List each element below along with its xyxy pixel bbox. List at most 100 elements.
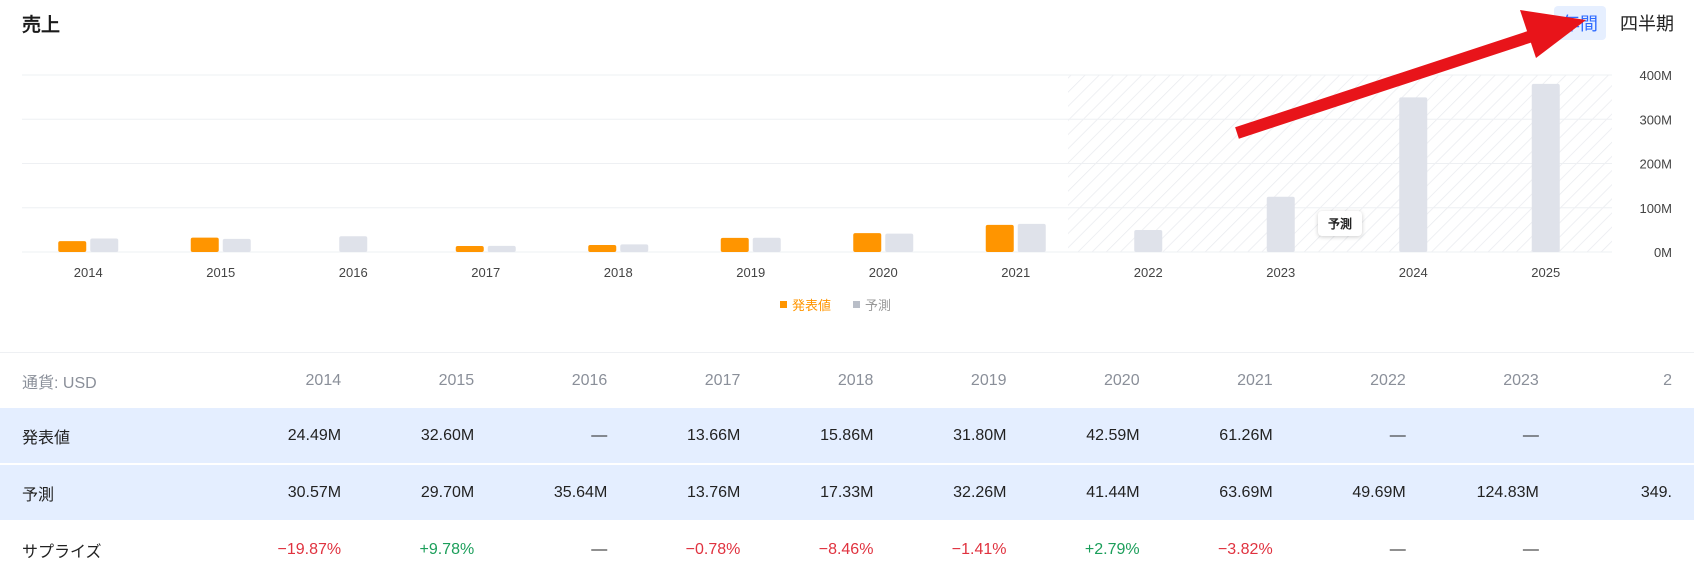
y-tick-label: 400M xyxy=(1639,68,1672,83)
forecast-tooltip: 予測 xyxy=(1318,211,1363,236)
table-cell: — xyxy=(1294,408,1428,465)
year-header: 2023 xyxy=(1427,352,1561,408)
legend-reported-label: 発表値 xyxy=(792,298,832,313)
y-tick-label: 100M xyxy=(1639,201,1672,216)
x-tick-label: 2022 xyxy=(1134,265,1163,280)
year-header: 2020 xyxy=(1028,352,1162,408)
quarterly-tab[interactable]: 四半期 xyxy=(1620,14,1674,34)
revenue-table: 通貨: USD 2014 2015 2016 2017 2018 2019 2020 2021 2… xyxy=(0,352,1694,577)
bar-reported-2017[interactable] xyxy=(455,245,484,252)
year-header: 2016 xyxy=(496,352,630,408)
table-cell xyxy=(1560,408,1694,465)
year-header: 2021 xyxy=(1161,352,1295,408)
table-row: 発表値 24.49M 32.60M —13.66M 15.86M 31.80M 42.59M… xyxy=(0,408,1694,465)
x-tick-label: 2018 xyxy=(604,265,633,280)
bar-forecast-2024[interactable] xyxy=(1399,97,1428,252)
year-header: 2014 xyxy=(230,352,364,408)
bar-forecast-2023[interactable] xyxy=(1266,196,1295,252)
x-tick-label: 2020 xyxy=(869,265,898,280)
legend-swatch-reported xyxy=(780,301,787,308)
table-row: サプライズ −19.87% +9.78% — −0.78% −8.46% −1.41% +2.… xyxy=(0,521,1694,577)
table-cell: −8.46% xyxy=(762,521,896,577)
y-tick-label: 200M xyxy=(1639,157,1672,172)
table-cell: 32.60M xyxy=(363,408,497,465)
table-cell: 13.66M xyxy=(629,408,763,465)
table-row: 予測 30.57M 29.70M 35.64M 13.76M 17.33M 32.26M 41… xyxy=(0,464,1694,522)
table-cell: −19.87% xyxy=(230,521,364,577)
bar-forecast-2022[interactable] xyxy=(1134,230,1163,252)
table-cell: — xyxy=(496,408,630,465)
bar-reported-2021[interactable] xyxy=(985,224,1014,252)
table-cell: 61.26M xyxy=(1161,408,1295,465)
x-tick-label: 2024 xyxy=(1399,265,1428,280)
year-header: 2018 xyxy=(762,352,896,408)
table-cell: 13.76M xyxy=(629,464,763,522)
x-tick-label: 2023 xyxy=(1266,265,1295,280)
year-header: 2015 xyxy=(363,352,497,408)
table-cell: — xyxy=(1427,521,1561,577)
chart-title: 売上 xyxy=(22,15,61,36)
table-cell: −1.41% xyxy=(895,521,1029,577)
x-tick-label: 2021 xyxy=(1001,265,1030,280)
currency-label: 通貨: USD xyxy=(0,352,231,408)
table-cell: 63.69M xyxy=(1161,464,1295,522)
year-header: 2 xyxy=(1560,352,1694,408)
y-tick-label: 300M xyxy=(1639,112,1672,127)
year-header: 2019 xyxy=(895,352,1029,408)
table-cell: 30.57M xyxy=(230,464,364,522)
table-cell: 35.64M xyxy=(496,464,630,522)
x-tick-label: 2014 xyxy=(74,265,103,280)
year-header: 2017 xyxy=(629,352,763,408)
row-label: サプライズ xyxy=(0,521,231,577)
table-cell: 124.83M xyxy=(1427,464,1561,522)
table-cell: 32.26M xyxy=(895,464,1029,522)
table-cell: −3.82% xyxy=(1161,521,1295,577)
table-cell: +2.79% xyxy=(1028,521,1162,577)
table-cell: −0.78% xyxy=(629,521,763,577)
bar-forecast-2014[interactable] xyxy=(90,238,119,252)
chart-legend: 発表値 予測 xyxy=(780,295,891,314)
table-cell: — xyxy=(1427,408,1561,465)
row-label: 発表値 xyxy=(0,408,231,465)
x-tick-label: 2016 xyxy=(339,265,368,280)
x-tick-label: 2019 xyxy=(736,265,765,280)
bar-forecast-2025[interactable] xyxy=(1531,83,1560,252)
table-cell: — xyxy=(496,521,630,577)
bar-forecast-2017[interactable] xyxy=(487,245,516,252)
x-tick-label: 2015 xyxy=(206,265,235,280)
bar-forecast-2021[interactable] xyxy=(1017,223,1046,252)
bar-reported-2015[interactable] xyxy=(190,237,219,252)
table-cell xyxy=(1560,521,1694,577)
y-tick-label: 0M xyxy=(1654,245,1672,260)
table-cell: 41.44M xyxy=(1028,464,1162,522)
x-tick-label: 2025 xyxy=(1531,265,1560,280)
table-cell: +9.78% xyxy=(363,521,497,577)
legend-reported[interactable]: 発表値 xyxy=(780,295,831,314)
table-cell: 15.86M xyxy=(762,408,896,465)
bar-reported-2018[interactable] xyxy=(588,244,617,252)
revenue-bar-chart: 0M 100M 200M 300M 400M 2014 2015 2016 2017 2018 20… xyxy=(22,68,1672,280)
table-cell: 31.80M xyxy=(895,408,1029,465)
year-header: 2022 xyxy=(1294,352,1428,408)
table-cell: 42.59M xyxy=(1028,408,1162,465)
table-cell: 49.69M xyxy=(1294,464,1428,522)
table-cell: 29.70M xyxy=(363,464,497,522)
table-cell: 17.33M xyxy=(762,464,896,522)
legend-forecast-label: 予測 xyxy=(865,298,892,313)
bar-forecast-2018[interactable] xyxy=(620,244,649,252)
bar-forecast-2016[interactable] xyxy=(339,236,368,252)
bar-forecast-2020[interactable] xyxy=(885,233,914,252)
bar-reported-2014[interactable] xyxy=(58,241,87,252)
table-cell: 349. xyxy=(1560,464,1694,522)
legend-forecast[interactable]: 予測 xyxy=(853,295,891,314)
table-cell: 24.49M xyxy=(230,408,364,465)
legend-swatch-forecast xyxy=(853,301,861,308)
bar-forecast-2019[interactable] xyxy=(752,237,781,252)
bar-forecast-2015[interactable] xyxy=(222,238,251,252)
table-header-row: 通貨: USD 2014 2015 2016 2017 2018 2019 2020 2021 2… xyxy=(0,352,1694,408)
x-tick-label: 2017 xyxy=(471,265,500,280)
bar-reported-2019[interactable] xyxy=(720,237,749,252)
row-label: 予測 xyxy=(0,464,231,522)
bar-reported-2020[interactable] xyxy=(853,233,882,252)
table-cell: — xyxy=(1294,521,1428,577)
